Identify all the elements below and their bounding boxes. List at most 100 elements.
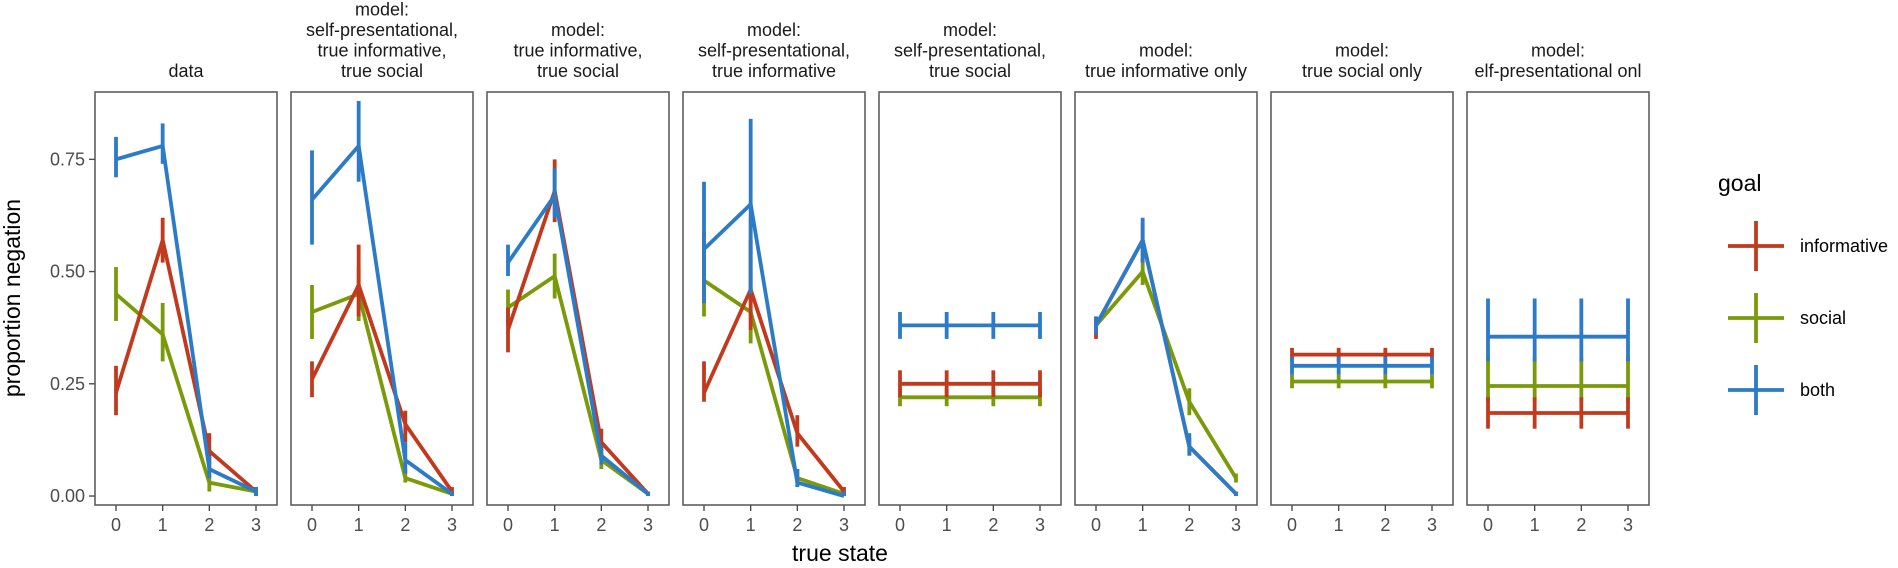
facet-title: model: bbox=[943, 20, 997, 40]
facet-title: self-presentational, bbox=[894, 41, 1046, 61]
panel-frame bbox=[1270, 91, 1454, 506]
series-line bbox=[310, 283, 454, 493]
legend-label: both bbox=[1800, 380, 1835, 400]
facet-title: model: bbox=[747, 20, 801, 40]
facet-title: true informative, bbox=[317, 41, 446, 61]
facet-title: data bbox=[168, 61, 204, 81]
x-tick-label: 1 bbox=[1530, 515, 1540, 535]
series-line bbox=[1094, 238, 1238, 496]
x-tick-label: 1 bbox=[1334, 515, 1344, 535]
facet-panel: model:self-presentational,true informati… bbox=[682, 20, 866, 535]
panel-frame bbox=[1466, 91, 1650, 506]
x-tick-label: 1 bbox=[942, 515, 952, 535]
y-tick-label: 0.00 bbox=[50, 486, 85, 506]
facet-title: true informative only bbox=[1085, 61, 1247, 81]
legend-label: informative bbox=[1800, 236, 1888, 256]
y-axis-title: proportion negation bbox=[0, 199, 25, 397]
facet-title: true social bbox=[929, 61, 1011, 81]
series-line bbox=[114, 238, 258, 493]
series-social bbox=[1290, 374, 1434, 389]
series-line bbox=[506, 193, 650, 496]
x-tick-label: 3 bbox=[1623, 515, 1633, 535]
facet-panel: model:true social only 0 1 2 3 bbox=[1270, 41, 1454, 535]
series-both bbox=[310, 100, 454, 497]
x-tick-label: 0 bbox=[895, 515, 905, 535]
x-tick-label: 0 bbox=[111, 515, 121, 535]
facet-title: true social bbox=[341, 61, 423, 81]
series-informative bbox=[898, 370, 1042, 398]
facet-title: model: bbox=[1531, 41, 1585, 61]
series-line bbox=[702, 202, 845, 498]
series-line bbox=[702, 287, 846, 493]
y-tick-label: 0.25 bbox=[50, 374, 85, 394]
legend-item-informative: informative bbox=[1728, 221, 1888, 271]
series-informative bbox=[1486, 397, 1630, 429]
legend-item-social: social bbox=[1728, 293, 1846, 343]
x-tick-label: 2 bbox=[400, 515, 410, 535]
series-both bbox=[898, 311, 1042, 339]
x-axis-title: true state bbox=[792, 540, 888, 563]
facet-title: model: bbox=[551, 20, 605, 40]
x-tick-label: 1 bbox=[550, 515, 560, 535]
facet-title: model: bbox=[355, 0, 409, 20]
facet-title: true social bbox=[537, 61, 619, 81]
x-tick-label: 3 bbox=[1427, 515, 1437, 535]
series-line bbox=[310, 143, 454, 496]
facet-panel: model:true informative only 0 1 2 3 bbox=[1074, 41, 1258, 535]
x-tick-label: 3 bbox=[447, 515, 457, 535]
legend-title: goal bbox=[1718, 170, 1761, 196]
x-tick-label: 0 bbox=[503, 515, 513, 535]
facet-title: model: bbox=[1335, 41, 1389, 61]
x-tick-label: 2 bbox=[792, 515, 802, 535]
panel-frame bbox=[486, 91, 670, 506]
x-tick-label: 2 bbox=[596, 515, 606, 535]
x-tick-label: 1 bbox=[354, 515, 364, 535]
panel-frame bbox=[1074, 91, 1258, 506]
x-tick-label: 0 bbox=[1287, 515, 1297, 535]
x-tick-label: 2 bbox=[1576, 515, 1586, 535]
facet-title: true informative, bbox=[513, 41, 642, 61]
legend: goal informative social both bbox=[1718, 170, 1888, 415]
series-both bbox=[702, 118, 846, 498]
x-tick-label: 2 bbox=[204, 515, 214, 535]
x-tick-label: 3 bbox=[643, 515, 653, 535]
y-axis: 0.00 0.25 0.50 0.75 bbox=[50, 149, 95, 506]
panel-frame bbox=[682, 91, 866, 506]
series-social bbox=[1486, 356, 1630, 402]
x-tick-label: 0 bbox=[1091, 515, 1101, 535]
series-line bbox=[311, 292, 453, 496]
series-both bbox=[506, 168, 650, 497]
x-tick-label: 0 bbox=[1483, 515, 1493, 535]
series-both bbox=[1094, 217, 1238, 497]
x-tick-label: 1 bbox=[1138, 515, 1148, 535]
y-tick-label: 0.75 bbox=[50, 149, 85, 169]
facet-title: self-presentational, bbox=[306, 20, 458, 40]
x-tick-label: 2 bbox=[1184, 515, 1194, 535]
x-tick-label: 3 bbox=[1231, 515, 1241, 535]
legend-label: social bbox=[1800, 308, 1846, 328]
series-both bbox=[114, 123, 258, 497]
series-both bbox=[1486, 298, 1630, 362]
facet-panel: data 0 1 2 3 bbox=[94, 61, 278, 535]
facet-panel: model:true informative,true social 0 1 2 3 bbox=[486, 20, 670, 535]
facet-title: true informative bbox=[712, 61, 836, 81]
facet-panel: model:self-presentational,true informati… bbox=[290, 0, 474, 535]
facet-title: model: bbox=[1139, 41, 1193, 61]
x-tick-label: 2 bbox=[1380, 515, 1390, 535]
facet-panel: model:self-presentational,true social 0 1 2… bbox=[878, 20, 1062, 535]
facet-panel: model:elf-presentational onl 0 1 2 3 bbox=[1466, 41, 1650, 535]
x-tick-label: 0 bbox=[307, 515, 317, 535]
facet-title: self-presentational, bbox=[698, 41, 850, 61]
series-both bbox=[1290, 356, 1434, 375]
y-tick-label: 0.50 bbox=[50, 262, 85, 282]
x-tick-label: 1 bbox=[746, 515, 756, 535]
x-tick-label: 3 bbox=[1035, 515, 1045, 535]
series-line bbox=[702, 278, 845, 496]
panel-frame bbox=[878, 91, 1062, 506]
x-tick-label: 2 bbox=[988, 515, 998, 535]
facet-title: true social only bbox=[1302, 61, 1422, 81]
series-line bbox=[115, 143, 257, 494]
legend-item-both: both bbox=[1728, 365, 1835, 415]
